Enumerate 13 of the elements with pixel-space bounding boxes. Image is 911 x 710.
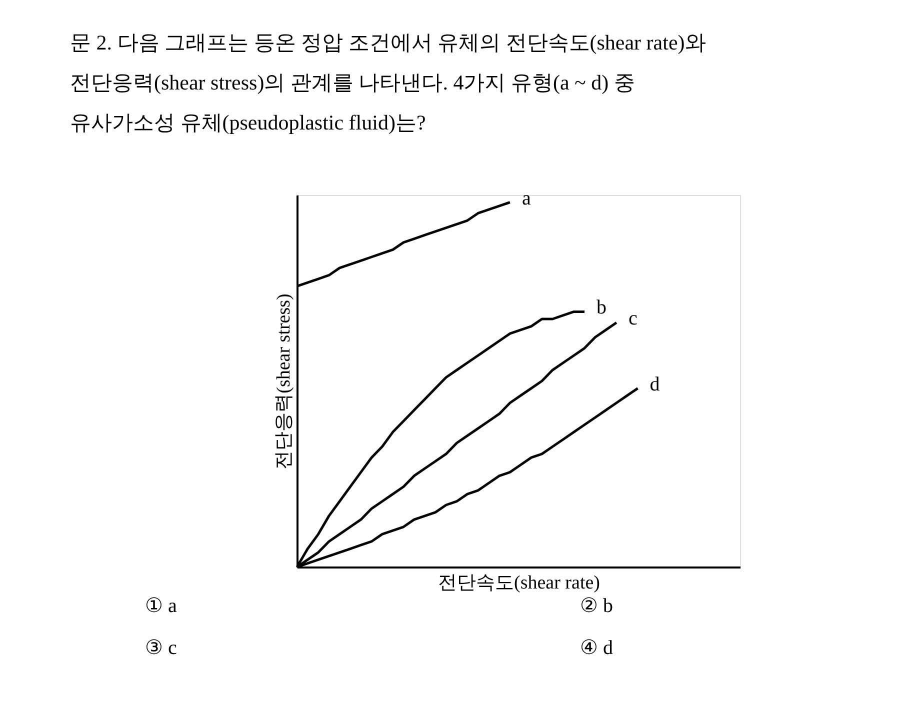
- text: 전단응력(shear stress)의 관계를 나타낸다. 4가지 유형(a ~ d) 중: [70, 70, 635, 94]
- text: 유사가소성 유체(pseudoplastic fluid)는?: [70, 110, 426, 134]
- text: ④ d: [580, 637, 613, 659]
- series-label: d: [650, 373, 660, 396]
- text: ① a: [145, 595, 177, 617]
- series-label: b: [596, 296, 607, 319]
- y-axis-title: 전단응력(shear stress): [274, 294, 294, 470]
- text: ③ c: [145, 637, 177, 659]
- text: ② b: [580, 595, 613, 617]
- series-label: c: [628, 308, 638, 330]
- x-axis-title: 전단속도(shear rate): [438, 572, 600, 594]
- text: 문 2. 다음 그래프는 등온 정압 조건에서 유체의 전단속도(shear rate)와: [70, 30, 706, 54]
- series-label: a: [522, 187, 531, 210]
